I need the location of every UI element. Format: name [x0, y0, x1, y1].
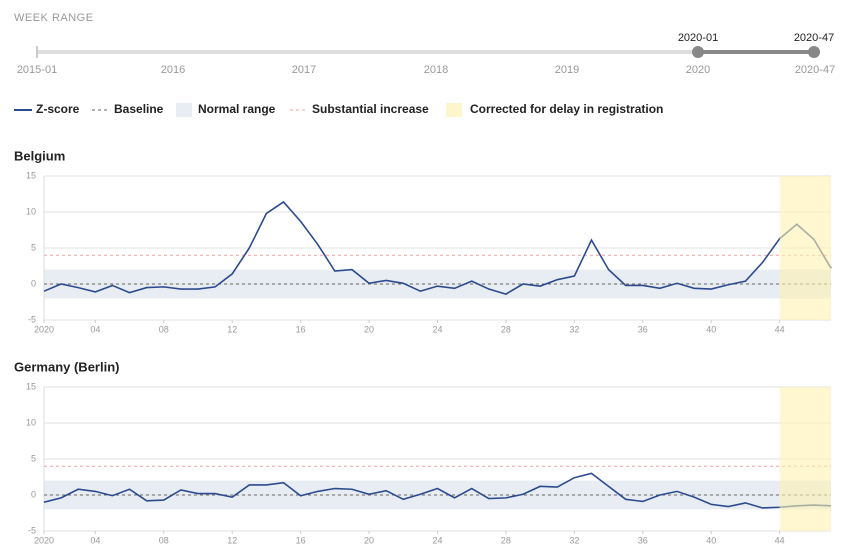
legend-swatch [446, 103, 462, 117]
x-tick-label: 12 [227, 535, 237, 545]
x-tick-label: 36 [638, 324, 648, 334]
x-tick-label: 2020 [34, 535, 54, 545]
y-tick-label: -5 [28, 525, 36, 535]
y-tick-label: 15 [26, 170, 36, 180]
legend: Z-score Baseline Normal range Substantia… [14, 102, 663, 117]
legend-swatch [176, 103, 192, 117]
z-score-line [43, 472, 832, 509]
z-score-line [43, 200, 832, 295]
slider-handle-label: 2020-01 [678, 32, 718, 44]
y-tick-label: 0 [31, 489, 36, 499]
legend-label: Corrected for delay in registration [470, 102, 663, 116]
legend-label: Substantial increase [312, 102, 429, 116]
slider-handle[interactable] [808, 46, 820, 58]
x-tick-label: 40 [706, 324, 716, 334]
y-tick-label: 10 [26, 206, 36, 216]
y-tick-label: 15 [26, 381, 36, 391]
slider-tick-label: 2018 [424, 64, 448, 76]
x-tick-label: 24 [432, 535, 442, 545]
x-tick-label: 16 [296, 535, 306, 545]
x-tick-label: 12 [227, 324, 237, 334]
slider-tick-label: 2019 [555, 64, 579, 76]
x-tick-label: 28 [501, 535, 511, 545]
y-tick-label: 5 [31, 242, 36, 252]
slider-tick-label: 2015-01 [17, 64, 57, 76]
slider-handle[interactable] [692, 46, 704, 58]
x-tick-label: 16 [296, 324, 306, 334]
x-tick-label: 32 [569, 535, 579, 545]
x-tick-label: 2020 [34, 324, 54, 334]
x-tick-label: 24 [432, 324, 442, 334]
y-tick-label: -5 [28, 314, 36, 324]
x-tick-label: 04 [90, 324, 100, 334]
y-tick-label: 10 [26, 417, 36, 427]
slider-tick-label: 2016 [161, 64, 185, 76]
x-tick-label: 36 [638, 535, 648, 545]
chart-title: Germany (Berlin) [14, 359, 119, 374]
x-tick-label: 40 [706, 535, 716, 545]
legend-label: Normal range [198, 102, 276, 116]
legend-label: Z-score [36, 102, 80, 116]
x-tick-label: 08 [159, 324, 169, 334]
x-tick-label: 04 [90, 535, 100, 545]
slider-tick-label: 2017 [292, 64, 316, 76]
slider-tick-label: 2020-47 [795, 64, 835, 76]
legend-label: Baseline [114, 102, 164, 116]
chart-title: Belgium [14, 148, 65, 163]
slider-tick-label: 2020 [686, 64, 710, 76]
y-tick-label: 0 [31, 278, 36, 288]
x-tick-label: 08 [159, 535, 169, 545]
slider-label: WEEK RANGE [14, 12, 94, 24]
x-tick-label: 20 [364, 535, 374, 545]
x-tick-label: 20 [364, 324, 374, 334]
slider-handle-label: 2020-47 [794, 32, 834, 44]
delay-correction [779, 387, 831, 531]
y-tick-label: 5 [31, 453, 36, 463]
x-tick-label: 44 [775, 324, 785, 334]
x-tick-label: 32 [569, 324, 579, 334]
x-tick-label: 44 [775, 535, 785, 545]
delay-correction [779, 176, 831, 320]
x-tick-label: 28 [501, 324, 511, 334]
